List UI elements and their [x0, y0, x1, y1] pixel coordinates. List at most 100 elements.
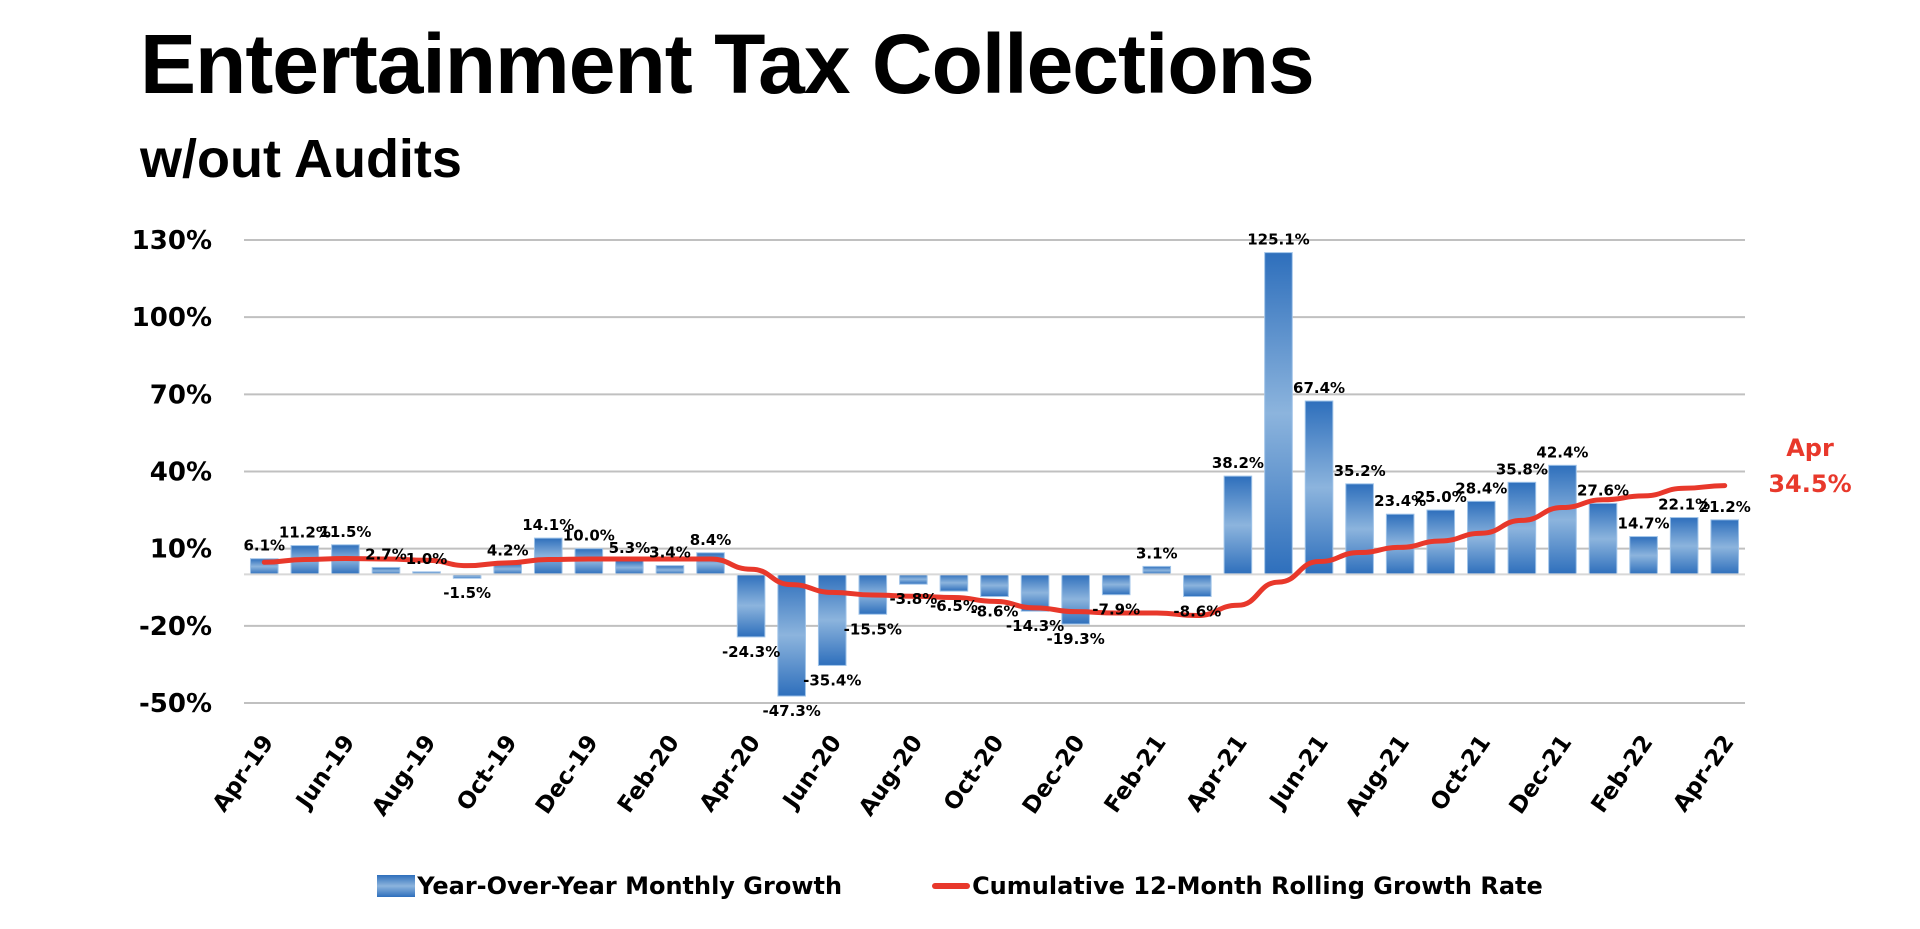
data-label: -15.5%: [844, 620, 902, 638]
bar: [371, 566, 401, 575]
data-label: 35.2%: [1334, 462, 1386, 480]
x-tick-label: Apr-20: [695, 731, 766, 817]
data-label: 6.1%: [243, 537, 285, 555]
x-tick-label: Feb-22: [1586, 731, 1658, 818]
bar: [696, 552, 725, 575]
bar: [1101, 573, 1131, 596]
data-label: -1.5%: [443, 584, 491, 602]
rolling-growth-line: [261, 483, 1728, 619]
bar: [899, 573, 928, 585]
bar: [736, 573, 766, 638]
bar: [615, 560, 644, 575]
data-label: 38.2%: [1212, 454, 1264, 472]
x-tick-label: Dec-19: [531, 731, 604, 820]
data-label: -6.5%: [930, 597, 978, 615]
data-label: 125.1%: [1247, 231, 1309, 249]
gridlines: [244, 239, 1745, 704]
legend-label: Year-Over-Year Monthly Growth: [417, 872, 843, 900]
data-label: 42.4%: [1536, 443, 1588, 461]
data-label: 22.1%: [1658, 496, 1710, 514]
data-label: -24.3%: [722, 643, 780, 661]
data-label: 2.7%: [365, 545, 407, 563]
bar: [1507, 481, 1537, 575]
bar: [1629, 536, 1658, 575]
x-tick-label: Jun-20: [777, 731, 847, 815]
bar: [1710, 519, 1740, 575]
x-tick-label: Aug-19: [367, 731, 441, 821]
y-tick-label: -50%: [139, 689, 212, 719]
bar: [817, 573, 847, 666]
data-label: 67.4%: [1293, 379, 1345, 397]
bar-swatch-icon: [377, 875, 416, 897]
data-label: 11.2%: [279, 524, 331, 542]
data-label: 27.6%: [1577, 481, 1629, 499]
data-label: 14.7%: [1618, 515, 1670, 533]
data-label: 4.2%: [487, 542, 529, 560]
x-tick-label: Feb-20: [613, 731, 685, 818]
data-label: 21.2%: [1699, 498, 1751, 516]
y-axis-ticks: 130% 100% 70% 40% 10% -20% -50%: [132, 226, 212, 719]
annotation: Apr 34.5%: [1768, 434, 1851, 498]
x-tick-label: Oct-21: [1426, 731, 1496, 816]
legend-label: Cumulative 12-Month Rolling Growth Rate: [972, 872, 1543, 900]
data-label: -47.3%: [763, 702, 821, 720]
x-tick-label: Oct-20: [939, 731, 1009, 816]
annotation-month: Apr: [1786, 434, 1834, 462]
legend-item-bars: Year-Over-Year Monthly Growth: [377, 872, 842, 900]
data-labels: 6.1%11.2%11.5% 2.7%1.0% -1.5% 4.2% 14.1%10.0…: [243, 231, 1750, 720]
y-tick-label: -20%: [139, 612, 212, 642]
data-label: 11.5%: [319, 523, 371, 541]
legend: Year-Over-Year Monthly Growth Cumulative…: [0, 872, 1920, 900]
annotation-value: 34.5%: [1768, 470, 1851, 498]
x-tick-label: Apr-19: [208, 731, 279, 817]
bar: [1588, 502, 1618, 575]
bar: [1467, 500, 1496, 575]
bar: [1345, 483, 1374, 575]
bar: [1142, 565, 1172, 575]
x-axis-ticks: Apr-19 Jun-19 Aug-19 Oct-19 Dec-19 Feb-20 Apr-…: [208, 731, 1740, 821]
bar: [980, 573, 1009, 598]
bar: [1669, 517, 1699, 575]
chart-title: Entertainment Tax Collections: [140, 17, 1315, 111]
x-tick-label: Feb-21: [1100, 731, 1172, 818]
bar: [1304, 400, 1334, 575]
data-label: -7.9%: [1092, 601, 1140, 619]
data-label: 25.0%: [1415, 488, 1467, 506]
bar: [1183, 573, 1212, 598]
data-label: 14.1%: [522, 516, 574, 534]
bar: [939, 573, 969, 592]
x-tick-label: Aug-21: [1341, 731, 1415, 821]
data-label: 3.1%: [1136, 544, 1178, 562]
y-tick-label: 10%: [150, 535, 212, 565]
x-tick-label: Oct-19: [452, 731, 522, 816]
x-tick-label: Dec-21: [1505, 731, 1578, 820]
data-label: -3.8%: [889, 590, 937, 608]
x-tick-label: Dec-20: [1018, 731, 1091, 820]
data-label: 35.8%: [1496, 460, 1548, 478]
legend-item-line: Cumulative 12-Month Rolling Growth Rate: [932, 872, 1543, 900]
x-tick-label: Apr-21: [1182, 731, 1253, 817]
data-label: 1.0%: [406, 550, 448, 568]
bar: [1264, 252, 1293, 575]
bar: [574, 548, 604, 575]
data-label: 3.4%: [649, 544, 691, 562]
y-tick-label: 70%: [150, 380, 212, 410]
line-swatch-icon: [932, 883, 971, 889]
data-label: -8.6%: [971, 603, 1019, 621]
x-tick-label: Apr-22: [1668, 731, 1739, 817]
chart-subtitle: w/out Audits: [140, 129, 462, 189]
data-label: 23.4%: [1374, 492, 1426, 510]
x-tick-label: Jun-21: [1264, 731, 1334, 815]
data-label: 28.4%: [1455, 479, 1507, 497]
bar: [1548, 464, 1577, 575]
data-label: 8.4%: [690, 531, 732, 549]
data-label: 5.3%: [609, 539, 651, 557]
data-label: -19.3%: [1047, 630, 1105, 648]
line-series: [261, 483, 1728, 619]
y-tick-label: 130%: [132, 226, 212, 256]
bar: [655, 565, 685, 575]
data-label: -8.6%: [1173, 603, 1221, 621]
bar: [1223, 475, 1253, 575]
x-tick-label: Jun-19: [290, 731, 360, 815]
